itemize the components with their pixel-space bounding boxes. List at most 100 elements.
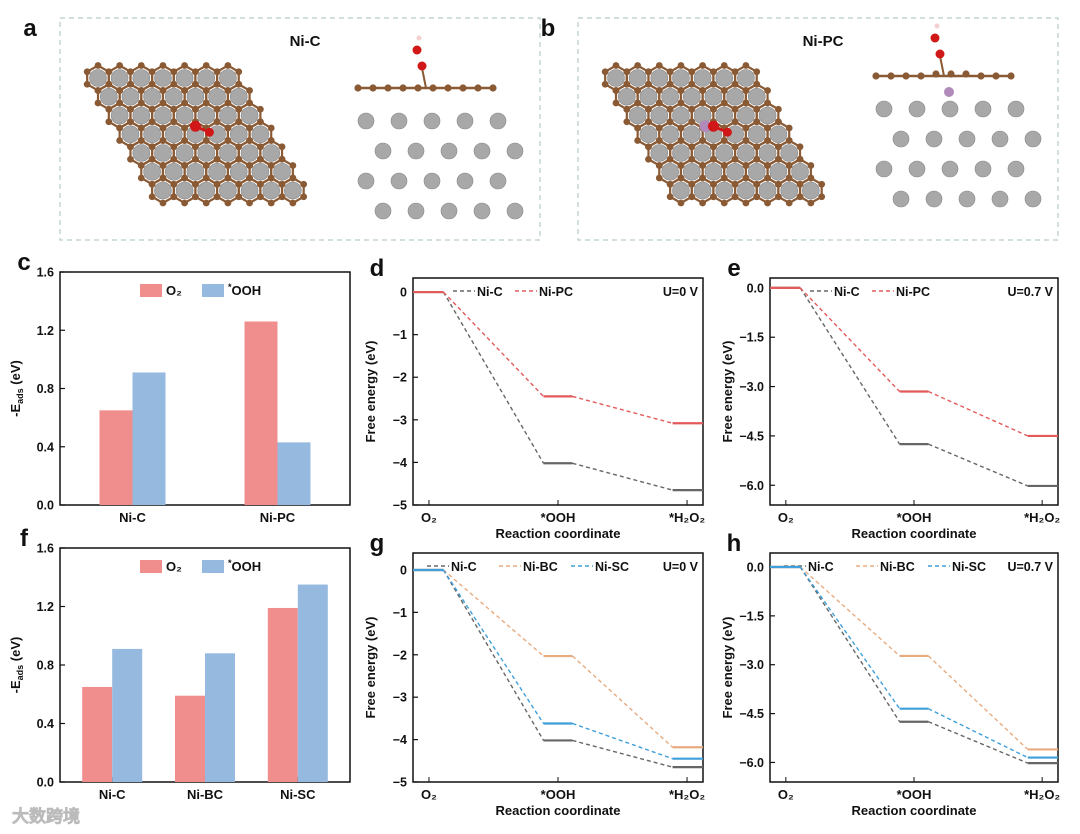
nickel-atom <box>607 69 625 87</box>
nickel-atom <box>357 172 375 190</box>
nickel-atom <box>661 125 679 144</box>
carbon-atom <box>181 137 189 144</box>
carbon-atom <box>246 124 253 132</box>
nickel-atom <box>489 172 507 190</box>
nickel-atom <box>197 181 216 200</box>
bar-O2_bar-Ni-SC <box>267 607 298 782</box>
carbon-atom <box>742 174 750 182</box>
carbon-atom <box>246 99 253 107</box>
nickel-atom <box>100 87 118 106</box>
bond <box>421 67 427 89</box>
carbon-atom <box>796 155 804 163</box>
bar-OOH_bar-Ni-C <box>132 372 166 505</box>
carbon-atom <box>192 105 199 113</box>
legend-swatch <box>202 560 224 573</box>
carbon-atom <box>710 80 717 88</box>
nickel-atom <box>892 130 910 148</box>
carbon-atom <box>742 124 750 132</box>
nickel-atom <box>747 87 766 106</box>
carbon-atom <box>213 193 221 201</box>
connector-Ni-SC <box>799 566 901 710</box>
carbon-atom <box>688 80 696 88</box>
oxygen-atom <box>189 120 201 132</box>
hydrogen-atom <box>934 23 940 29</box>
carbon-atom <box>742 162 750 169</box>
carbon-atom <box>785 124 793 132</box>
y-tick-label: 1.2 <box>37 324 54 338</box>
carbon-atom <box>192 193 199 201</box>
carbon-atom <box>127 143 134 151</box>
chart-c: c 0.0 0.4 0.8 1.2 1.6 Ni-C Ni-PC -Eads (eV) O₂ *OO… <box>8 249 351 525</box>
carbon-atom <box>742 199 750 207</box>
carbon-atom <box>710 180 717 188</box>
y-tick-label: 0.0 <box>37 776 54 790</box>
nickel-atom <box>121 125 140 144</box>
carbon-atom <box>181 199 189 207</box>
structure-title: Ni-PC <box>803 33 844 50</box>
carbon-atom <box>731 80 739 88</box>
carbon-atom <box>688 143 696 151</box>
bar-OOH_bar-Ni-C <box>112 648 143 782</box>
carbon-atom <box>742 137 750 144</box>
nickel-atom <box>374 142 392 160</box>
carbon-atom <box>688 155 696 163</box>
nickel-atom <box>489 112 507 130</box>
carbon-atom <box>720 62 728 69</box>
nickel-atom <box>780 144 799 162</box>
connector-Ni-BC <box>927 655 1029 750</box>
carbon-atom <box>278 155 286 163</box>
carbon-atom <box>688 68 696 76</box>
x-tick-label: *OOH <box>897 510 932 525</box>
carbon-atom <box>213 118 221 126</box>
nickel-atom <box>672 69 690 87</box>
nickel-atom <box>925 130 943 148</box>
nickel-atom <box>154 144 172 162</box>
bar-O2_bar-Ni-BC <box>175 695 205 782</box>
carbon-atom <box>256 143 264 151</box>
chart-f: f 0.0 0.4 0.8 1.2 1.6 Ni-C Ni-BC Ni-SC -Eads (eV)… <box>8 525 351 802</box>
carbon-atom <box>688 105 696 113</box>
y-axis-label: Free energy (eV) <box>720 341 735 443</box>
carbon-atom <box>753 68 761 76</box>
carbon-atom <box>83 68 91 76</box>
y-tick-label: −1 <box>393 328 407 342</box>
nickel-atom <box>164 162 183 181</box>
nickel-atom <box>704 87 723 106</box>
nickel-atom <box>164 87 183 106</box>
connector-Ni-PC <box>928 390 1029 437</box>
nickel-atom <box>262 144 281 162</box>
carbon-atom <box>634 99 642 107</box>
carbon-atom <box>818 193 826 201</box>
nickel-atom <box>639 87 658 106</box>
top-view-structure <box>83 62 308 207</box>
side-view-structure <box>872 23 1042 208</box>
watermark: 大数跨境 <box>12 806 80 826</box>
y-tick-label: 0 <box>400 563 407 577</box>
y-tick-label: −5 <box>393 499 407 513</box>
bar-OOH_bar-Ni-SC <box>297 584 328 782</box>
carbon-atom <box>137 124 145 132</box>
carbon-atom <box>796 193 804 201</box>
nickel-atom <box>186 162 205 181</box>
carbon-atom <box>246 162 253 169</box>
ylabel-sub: ads <box>15 388 25 404</box>
nickel-atom <box>132 144 151 162</box>
nickel-atom <box>229 162 248 181</box>
carbon-atom <box>655 87 663 94</box>
hydrogen-atom <box>416 35 422 41</box>
carbon-atom <box>148 155 156 163</box>
y-tick-label: −4 <box>393 733 407 747</box>
y-axis-label: Free energy (eV) <box>363 341 378 443</box>
carbon-atom <box>256 155 264 163</box>
carbon-atom <box>710 155 717 163</box>
legend-label: Ni-C <box>834 285 860 299</box>
label-text: OOH <box>232 559 262 574</box>
carbon-atom <box>601 80 609 88</box>
connector-Ni-C <box>572 462 673 491</box>
carbon-atom <box>224 124 232 132</box>
nickel-atom <box>780 181 799 200</box>
carbon-atom <box>731 68 739 76</box>
carbon-atom <box>645 105 652 113</box>
x-tick-label: *H₂O₂ <box>669 510 705 525</box>
x-axis-label: Reaction coordinate <box>852 526 977 541</box>
